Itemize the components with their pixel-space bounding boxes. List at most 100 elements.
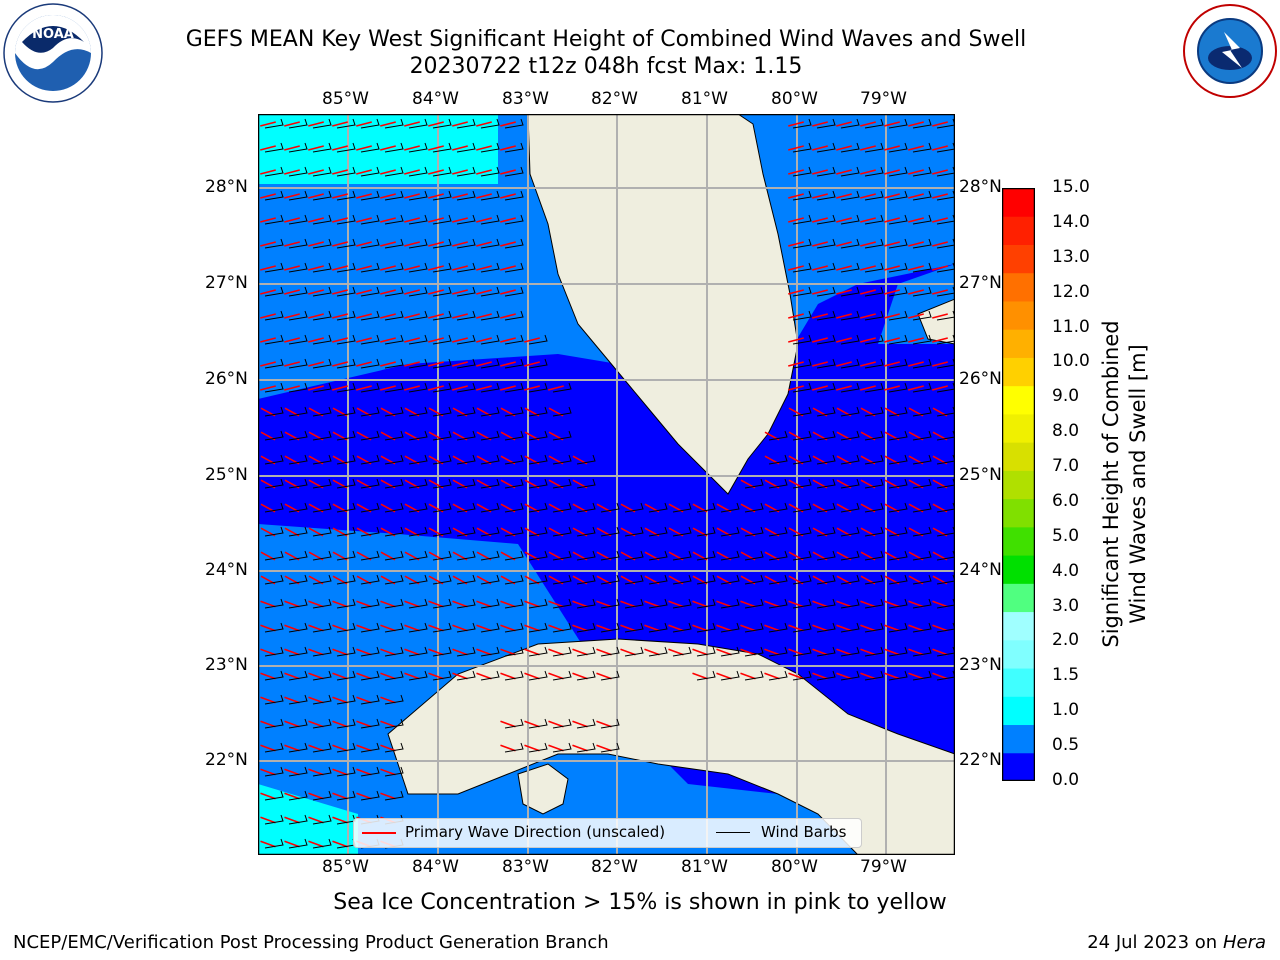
wind-barb [672, 502, 692, 513]
wave-arrow [500, 361, 516, 367]
wind-barb [672, 526, 692, 537]
wave-arrow [572, 624, 588, 632]
wind-barb [888, 622, 908, 633]
wave-arrow [548, 600, 564, 608]
wind-barb [312, 694, 332, 705]
wind-barb [480, 478, 500, 489]
wave-arrow [596, 744, 612, 752]
wave-arrow [500, 672, 516, 680]
wave-arrow [788, 241, 804, 247]
wind-barb [432, 430, 452, 441]
wind-barb [336, 238, 356, 249]
wave-arrow [452, 145, 468, 151]
wind-barb [456, 118, 476, 129]
wave-arrow [404, 241, 420, 247]
wind-barb [888, 262, 908, 273]
wind-barb [696, 670, 716, 681]
wave-arrow [428, 265, 444, 271]
wind-barb [528, 454, 548, 465]
wave-arrow [692, 624, 708, 632]
wind-barb [288, 142, 308, 153]
lon-label-top: 84°W [412, 89, 459, 109]
wind-barb [528, 598, 548, 609]
wind-barb [936, 238, 955, 249]
wave-arrow [332, 385, 348, 391]
wind-barb [384, 742, 404, 753]
wind-barb [336, 214, 356, 225]
isle-landmass [517, 763, 569, 815]
wave-arrow [692, 648, 708, 656]
wave-arrow [524, 600, 540, 608]
wave-arrow [332, 792, 348, 800]
wave-arrow [716, 600, 732, 608]
wind-barb [480, 358, 500, 369]
wave-arrow [884, 169, 900, 175]
wind-barb [456, 358, 476, 369]
wind-barb [432, 454, 452, 465]
wave-arrow [380, 385, 396, 391]
wave-arrow [476, 385, 492, 391]
wind-barb [360, 790, 380, 801]
wave-arrow [404, 289, 420, 295]
wind-barb [408, 214, 428, 225]
wind-barb [264, 334, 284, 345]
colorbar-cell [1002, 216, 1035, 245]
wind-barb [648, 526, 668, 537]
wave-arrow [884, 648, 900, 656]
lon-label-bottom: 81°W [681, 857, 728, 877]
wave-arrow [836, 385, 852, 391]
wave-arrow [788, 361, 804, 367]
wave-arrow [308, 648, 324, 656]
wind-barb [792, 502, 812, 513]
wind-barb [384, 334, 404, 345]
wind-barb [816, 406, 836, 417]
wave-arrow [284, 816, 300, 824]
wave-arrow [812, 648, 828, 656]
wave-arrow [260, 361, 276, 367]
wave-arrow [884, 241, 900, 247]
wind-barb [840, 286, 860, 297]
wave-arrow [668, 600, 684, 608]
wind-barb [624, 622, 644, 633]
wind-barb [360, 670, 380, 681]
colorbar-tick-label: 4.0 [1052, 560, 1080, 581]
wind-barb [264, 142, 284, 153]
wave-arrow [332, 241, 348, 247]
wave-arrow [500, 313, 516, 319]
wave-arrow [836, 145, 852, 151]
wind-barb [504, 454, 524, 465]
wind-barb [864, 286, 884, 297]
wave-arrow [260, 600, 276, 608]
wind-barb [432, 598, 452, 609]
wind-barb [552, 670, 572, 681]
wind-barb [552, 574, 572, 585]
wind-barb [528, 718, 548, 729]
wind-barb [456, 166, 476, 177]
wind-barb [480, 454, 500, 465]
wind-barb [504, 262, 524, 273]
wind-barb [792, 166, 812, 177]
wind-barb [408, 502, 428, 513]
wave-arrow [356, 385, 372, 391]
wave-arrow [308, 385, 324, 391]
wave-arrow [836, 313, 852, 319]
wave-arrow [356, 744, 372, 752]
wind-barb [264, 526, 284, 537]
wind-barb [312, 790, 332, 801]
wind-barb [312, 358, 332, 369]
wind-barb [288, 598, 308, 609]
wind-barb [744, 598, 764, 609]
wind-barb [792, 262, 812, 273]
wave-arrow [356, 145, 372, 151]
colorbar-tick-label: 14.0 [1052, 211, 1090, 232]
wind-barb [648, 550, 668, 561]
wind-barb [480, 118, 500, 129]
wind-barb [504, 382, 524, 393]
wave-arrow [788, 289, 804, 295]
wind-barb [408, 646, 428, 657]
wind-barb [288, 118, 308, 129]
wind-barb [576, 550, 596, 561]
wind-barb [720, 622, 740, 633]
wave-arrow [740, 600, 756, 608]
colorbar-tick-label: 15.0 [1052, 177, 1090, 197]
